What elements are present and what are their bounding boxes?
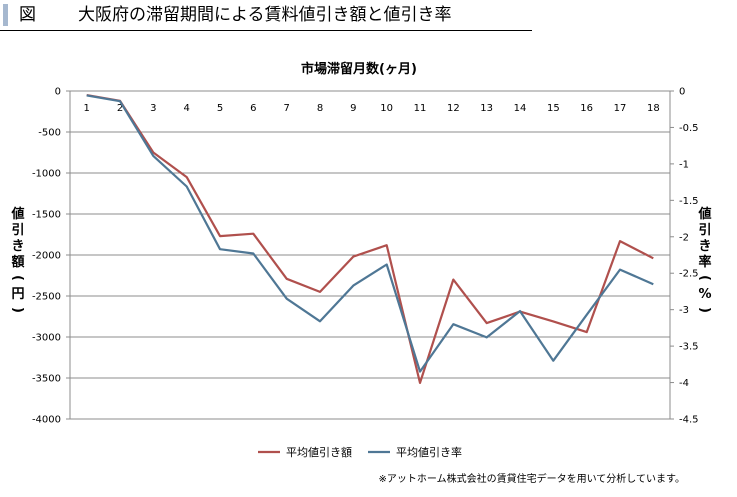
header-underline	[0, 30, 532, 31]
figure-label: 図	[19, 5, 36, 25]
axis-label-char: 額	[10, 254, 24, 270]
y-tick-label: 0	[55, 87, 61, 98]
axis-label-char: (	[697, 275, 712, 281]
x-tick-label: 1	[83, 103, 89, 114]
y-tick-label: -1500	[32, 210, 61, 221]
x-axis-label: 市場滞留月数(ヶ月)	[301, 61, 417, 77]
y2-tick-label: -0.5	[679, 123, 699, 134]
x-tick-label: 14	[514, 103, 527, 114]
gridlines	[70, 90, 670, 420]
series-line-2	[86, 94, 654, 373]
axis-label-char: 値	[10, 206, 24, 222]
y2-tick-label: -1.5	[679, 196, 699, 207]
axis-label-char: き	[11, 239, 24, 254]
x-tick-label: 5	[217, 103, 223, 114]
right-axis-ticks: 0 -0.5 -1 -1.5 -2 -2.5 -3 -3.5 -4 -4.5	[670, 87, 699, 426]
x-tick-label: 4	[183, 103, 189, 114]
y-axis-label: 値引き額 ( 円)	[10, 206, 25, 313]
x-tick-label: 8	[317, 103, 323, 114]
x-tick-label: 7	[283, 103, 289, 114]
x-tick-label: 12	[447, 103, 460, 114]
y-tick-label: -2000	[32, 251, 61, 262]
x-tick-label: 15	[547, 103, 560, 114]
x-tick-label: 3	[150, 103, 156, 114]
y2-tick-label: -3	[679, 305, 689, 316]
y-tick-label: -3500	[32, 374, 61, 385]
figure-header: 図 大阪府の滞留期間による賃料値引き額と値引き率	[0, 0, 532, 31]
axis-label-char: 引	[698, 223, 711, 238]
axis-label-char: )	[10, 307, 25, 313]
x-tick-label: 16	[580, 103, 593, 114]
footnote: ※アットホーム株式会社の賃貸住宅データを用いて分析しています。	[378, 474, 685, 485]
x-tick-label: 17	[614, 103, 627, 114]
axis-label-char: 率	[698, 254, 711, 270]
y-tick-label: -4000	[32, 415, 61, 426]
axis-label-char: )	[697, 307, 712, 313]
y2-axis-label: 値引き率 (%)	[697, 206, 712, 313]
y2-tick-label: -4.5	[679, 415, 699, 426]
x-tick-label: 13	[480, 103, 493, 114]
y2-tick-label: -4	[679, 378, 689, 389]
legend-label: 平均値引き率	[396, 445, 462, 459]
y2-tick-label: -2.5	[679, 269, 699, 280]
legend-label: 平均値引き額	[286, 445, 352, 459]
figure-title: 大阪府の滞留期間による賃料値引き額と値引き率	[78, 5, 452, 25]
legend: 平均値引き額 平均値引き率	[258, 445, 462, 459]
x-tick-label: 18	[647, 103, 660, 114]
y2-tick-label: -1	[679, 159, 689, 170]
series-line-1	[86, 94, 654, 384]
y-tick-label: -2500	[32, 292, 61, 303]
series-lines	[86, 94, 654, 384]
x-tick-label: 6	[250, 103, 256, 114]
x-tick-label: 9	[350, 103, 356, 114]
y-tick-label: -3000	[32, 333, 61, 344]
y-tick-label: -500	[38, 128, 61, 139]
left-axis-ticks: 0 -500 -1000 -1500 -2000 -2500 -3000 -3500 -4000	[32, 87, 70, 426]
header-accent-bar	[3, 4, 8, 26]
y2-tick-label: -3.5	[679, 342, 699, 353]
y-tick-label: -1000	[32, 169, 61, 180]
axis-label-char: (	[10, 275, 25, 281]
axis-label-char: 値	[697, 206, 711, 222]
x-tick-label: 2	[117, 103, 123, 114]
axis-label-char: %	[698, 287, 711, 302]
axis-label-char: 引	[11, 223, 24, 238]
axis-label-char: 円	[11, 287, 24, 302]
y2-tick-label: 0	[679, 87, 685, 98]
y2-tick-label: -2	[679, 232, 689, 243]
axis-label-char: き	[698, 239, 711, 254]
x-tick-label: 11	[414, 103, 427, 114]
x-tick-label: 10	[380, 103, 393, 114]
x-axis-ticks: 1 2 3 4 5 6 7 8 9 10 11 12 13 14 15 16 17 18	[83, 103, 659, 114]
